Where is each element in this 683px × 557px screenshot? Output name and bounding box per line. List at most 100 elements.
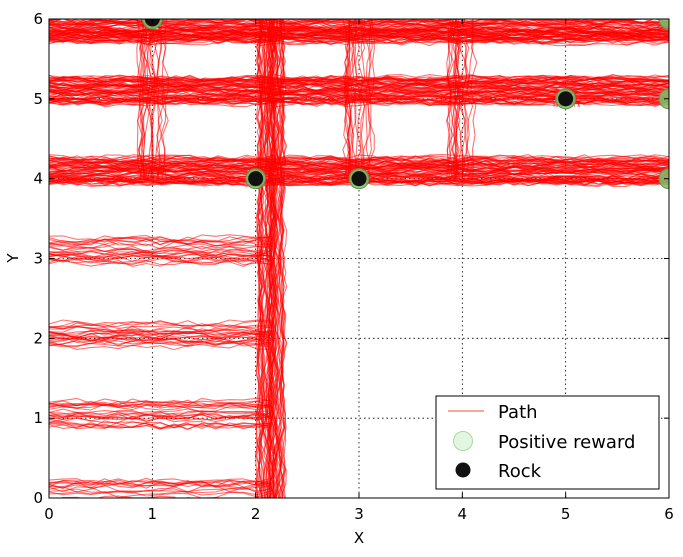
y-tick-label: 2 [33, 329, 43, 347]
x-tick-label: 0 [44, 505, 54, 523]
y-tick-label: 6 [33, 10, 43, 28]
path-line [49, 499, 271, 506]
x-tick-label: 2 [251, 505, 261, 523]
path-line [60, 495, 272, 498]
path-line [49, 319, 272, 328]
path-line [155, 19, 163, 179]
marker-series [141, 19, 669, 190]
path-line [49, 501, 271, 507]
path-line [257, 19, 265, 498]
y-tick-label: 1 [33, 409, 43, 427]
path-line [49, 245, 272, 253]
path-line [49, 38, 669, 47]
path-line [49, 330, 272, 339]
rock-point [248, 171, 264, 187]
path-line [49, 500, 271, 507]
path-line [49, 484, 272, 493]
y-tick-label: 4 [33, 170, 43, 188]
x-tick-label: 3 [354, 505, 364, 523]
path-line [49, 411, 272, 419]
path-line [49, 499, 271, 505]
positive-reward-point [658, 19, 669, 30]
path-line [49, 410, 272, 418]
path-line [354, 19, 360, 179]
legend: Path Positive reward Rock [435, 395, 660, 490]
y-tick-label: 0 [33, 489, 43, 507]
path-line [49, 75, 669, 84]
path-line [278, 19, 287, 498]
path-line [49, 36, 669, 44]
x-tick-label: 4 [458, 505, 468, 523]
path-line [90, 497, 95, 498]
path-line [49, 250, 272, 258]
y-tick-label: 3 [33, 250, 43, 268]
path-line [470, 19, 478, 179]
path-line [275, 19, 283, 498]
path-line [49, 397, 272, 406]
x-tick-label: 1 [148, 505, 158, 523]
path-line [366, 19, 373, 179]
path-line [49, 235, 272, 243]
x-tick-label: 5 [561, 505, 571, 523]
x-tick-label: 6 [664, 505, 674, 523]
path-line [354, 19, 362, 179]
path-line [267, 19, 276, 498]
path-line [49, 490, 272, 498]
rock-point [558, 91, 574, 107]
path-line [49, 480, 272, 488]
path-line [49, 236, 272, 244]
path-line [49, 322, 272, 330]
legend-rock-swatch [455, 462, 471, 478]
path-line [141, 19, 149, 179]
path-line [146, 19, 155, 179]
path-line [49, 504, 271, 511]
path-line [358, 19, 366, 179]
legend-positive-reward-swatch [453, 431, 473, 451]
path-line [49, 79, 669, 88]
path-line [49, 333, 272, 342]
path-line [49, 340, 272, 348]
path-line [148, 19, 156, 179]
path-line [451, 19, 459, 179]
y-axis-label: Y [4, 253, 22, 264]
path-line [49, 335, 272, 343]
path-line [156, 19, 164, 179]
path-line [49, 402, 272, 411]
path-line [49, 499, 271, 506]
legend-rock-label: Rock [498, 461, 542, 482]
path-line [551, 90, 559, 107]
path-line [49, 421, 272, 429]
path-line [49, 258, 272, 266]
path-line [363, 19, 371, 179]
path-line [49, 421, 272, 430]
path-line [345, 19, 352, 179]
path-line [49, 411, 272, 420]
path-line [49, 254, 272, 263]
path-line [446, 19, 454, 179]
y-tick-label: 5 [33, 90, 43, 108]
path-line [49, 416, 272, 423]
path-line [277, 19, 285, 498]
path-line [49, 502, 271, 508]
path-line [49, 329, 272, 337]
x-axis-label: X [354, 529, 364, 547]
path-line [459, 19, 468, 179]
path-line [49, 248, 272, 257]
legend-positive-reward-label: Positive reward [498, 432, 635, 453]
path-line [49, 77, 669, 85]
path-line [154, 19, 160, 179]
path-line [49, 259, 272, 267]
path-line [446, 19, 453, 179]
path-line [49, 403, 272, 411]
path-line [266, 19, 275, 498]
path-line [365, 19, 373, 179]
rock-point [351, 171, 367, 187]
path-line [255, 19, 263, 498]
path-line [49, 320, 272, 329]
axis-ticks: 0 1 2 3 4 5 6 0 1 2 3 4 5 6 [33, 10, 673, 523]
path-line [49, 399, 272, 407]
path-line [461, 19, 468, 179]
path-line [466, 19, 474, 179]
path-line [49, 479, 272, 488]
path-line [49, 238, 272, 246]
